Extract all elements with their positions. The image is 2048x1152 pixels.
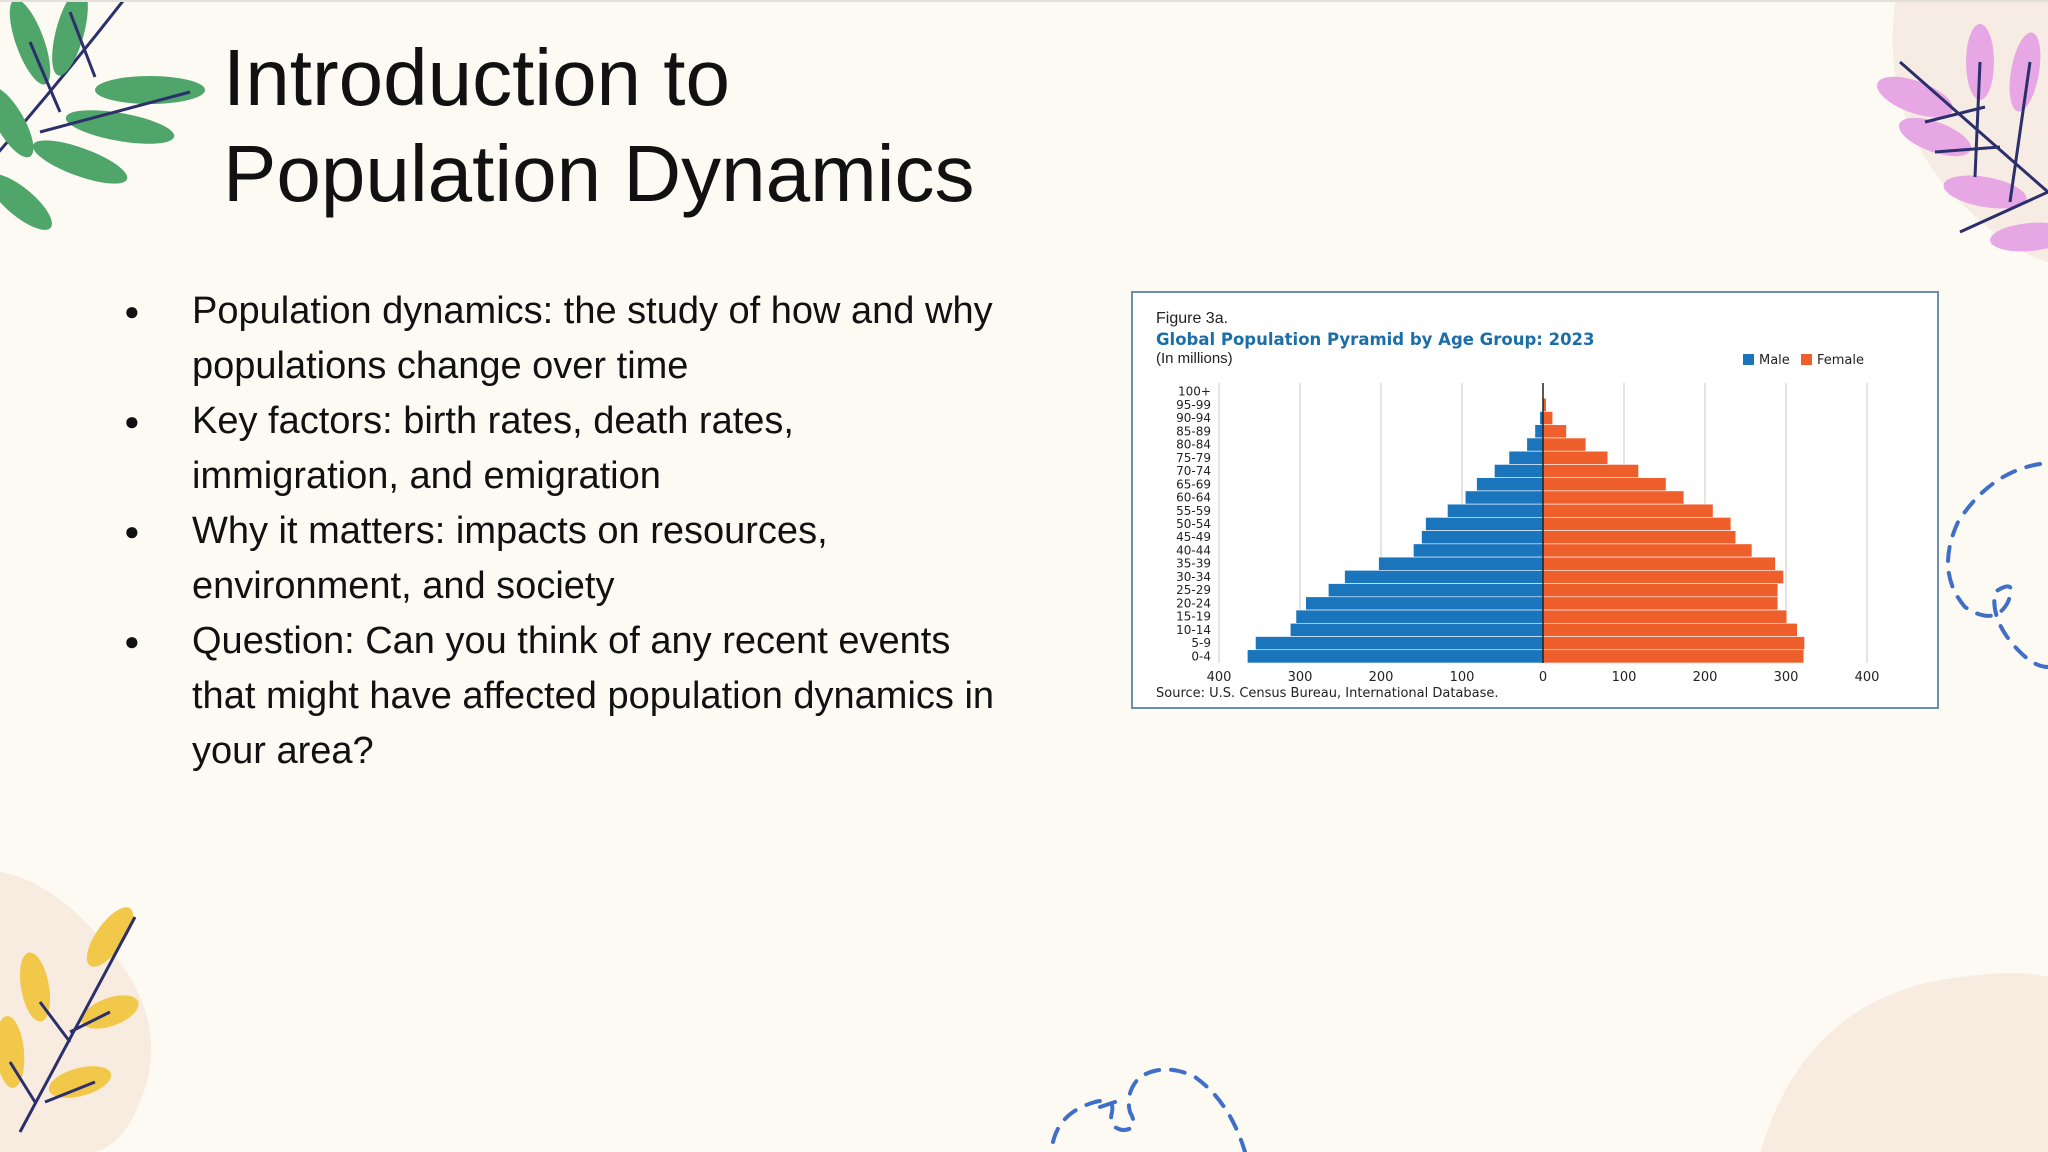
slide-title: Introduction to Population Dynamics xyxy=(223,30,974,222)
x-tick-label: 400 xyxy=(1207,670,1232,685)
female-bar xyxy=(1542,609,1788,624)
female-bar xyxy=(1542,543,1753,558)
legend-swatch xyxy=(1801,354,1812,365)
age-group-label: 85-89 xyxy=(1176,424,1211,438)
male-bar xyxy=(1421,530,1544,545)
male-bar xyxy=(1344,570,1544,584)
age-group-label: 10-14 xyxy=(1176,623,1211,637)
male-bar xyxy=(1378,556,1544,571)
age-group-label: 65-69 xyxy=(1176,477,1211,491)
age-group-label: 15-19 xyxy=(1176,610,1211,624)
x-tick-label: 100 xyxy=(1450,670,1475,685)
x-tick-label: 400 xyxy=(1855,670,1880,685)
chart-legend: Male Female xyxy=(1743,353,1864,368)
x-axis-ticks: 400 300 200 100 0 100 200 300 400 xyxy=(1207,670,1880,685)
male-bar xyxy=(1494,464,1544,478)
x-tick-label: 300 xyxy=(1288,670,1313,685)
x-tick-label: 200 xyxy=(1693,670,1718,685)
age-group-label: 80-84 xyxy=(1176,438,1211,452)
dashed-squiggle-bottom xyxy=(1051,1067,1247,1152)
x-tick-label: 300 xyxy=(1774,670,1799,685)
age-group-label: 25-29 xyxy=(1176,583,1211,597)
x-tick-label: 200 xyxy=(1369,670,1394,685)
male-bar xyxy=(1305,596,1544,611)
male-bar xyxy=(1328,583,1544,598)
female-bar xyxy=(1542,464,1639,478)
female-bar xyxy=(1542,424,1567,439)
age-group-label: 40-44 xyxy=(1176,543,1211,557)
age-group-label: 45-49 xyxy=(1176,530,1211,544)
pink-leaf-branch-icon xyxy=(1877,2,2048,262)
legend-swatch xyxy=(1743,354,1754,365)
chart-bars xyxy=(1247,383,1805,664)
female-bar xyxy=(1542,556,1776,571)
female-bar xyxy=(1542,490,1685,505)
bullet-item: Key factors: birth rates, death rates, i… xyxy=(120,394,1000,504)
female-bar xyxy=(1542,530,1737,545)
chart-title: Global Population Pyramid by Age Group: … xyxy=(1156,330,1595,349)
age-group-labels: 100+95-9990-9485-8980-8475-7970-7465-696… xyxy=(1176,385,1211,664)
male-bar xyxy=(1425,517,1544,531)
age-group-label: 60-64 xyxy=(1176,491,1211,505)
male-bar xyxy=(1508,450,1544,465)
age-group-label: 95-99 xyxy=(1176,398,1211,412)
male-bar xyxy=(1476,477,1544,492)
population-pyramid-chart: Figure 3a. Global Population Pyramid by … xyxy=(1156,310,1880,701)
male-bar xyxy=(1447,503,1544,518)
chart-subtitle: (In millions) xyxy=(1156,350,1233,367)
age-group-label: 70-74 xyxy=(1176,464,1211,478)
female-bar xyxy=(1542,437,1587,452)
age-group-label: 30-34 xyxy=(1176,570,1211,584)
bullet-item: Question: Can you think of any recent ev… xyxy=(120,614,1000,779)
age-group-label: 50-54 xyxy=(1176,517,1211,531)
age-group-label: 20-24 xyxy=(1176,596,1211,610)
slide-title-line: Population Dynamics xyxy=(223,129,975,218)
male-bar xyxy=(1526,437,1544,452)
x-tick-label: 0 xyxy=(1539,670,1547,685)
female-bar xyxy=(1542,596,1779,611)
male-bar xyxy=(1295,609,1544,624)
age-group-label: 55-59 xyxy=(1176,504,1211,518)
x-tick-label: 100 xyxy=(1612,670,1637,685)
bullet-item: Why it matters: impacts on resources, en… xyxy=(120,504,1000,614)
green-leaf-branch-icon xyxy=(0,2,205,230)
dashed-squiggle-right xyxy=(1946,462,2048,669)
female-bar xyxy=(1542,450,1609,465)
female-bar xyxy=(1542,583,1779,598)
slide-title-line: Introduction to xyxy=(223,33,730,122)
legend-label: Male xyxy=(1759,353,1790,368)
legend-label: Female xyxy=(1817,353,1864,368)
male-bar xyxy=(1464,490,1544,505)
age-group-label: 35-39 xyxy=(1176,557,1211,571)
female-bar xyxy=(1542,649,1805,664)
male-bar xyxy=(1413,543,1544,558)
age-group-label: 5-9 xyxy=(1191,636,1211,650)
male-bar xyxy=(1534,424,1544,439)
female-bar xyxy=(1542,570,1784,584)
male-bar xyxy=(1289,622,1544,637)
female-bar xyxy=(1542,636,1805,651)
age-group-label: 100+ xyxy=(1178,385,1211,399)
female-bar xyxy=(1542,503,1714,518)
female-bar xyxy=(1542,517,1732,531)
population-pyramid-figure: Figure 3a. Global Population Pyramid by … xyxy=(1131,291,1939,709)
bullet-list: Population dynamics: the study of how an… xyxy=(120,284,1000,779)
figure-label: Figure 3a. xyxy=(1156,310,1228,327)
age-group-label: 0-4 xyxy=(1191,649,1211,663)
female-bar xyxy=(1542,411,1554,426)
female-bar xyxy=(1542,622,1798,637)
male-bar xyxy=(1255,636,1544,651)
age-group-label: 90-94 xyxy=(1176,411,1211,425)
chart-source: Source: U.S. Census Bureau, Internationa… xyxy=(1156,686,1499,701)
age-group-label: 75-79 xyxy=(1176,451,1211,465)
bottom-right-blob xyxy=(1760,973,2048,1152)
yellow-leaf-branch-icon xyxy=(0,872,152,1152)
female-bar xyxy=(1542,477,1667,492)
male-bar xyxy=(1247,649,1544,664)
bullet-item: Population dynamics: the study of how an… xyxy=(120,284,1000,394)
